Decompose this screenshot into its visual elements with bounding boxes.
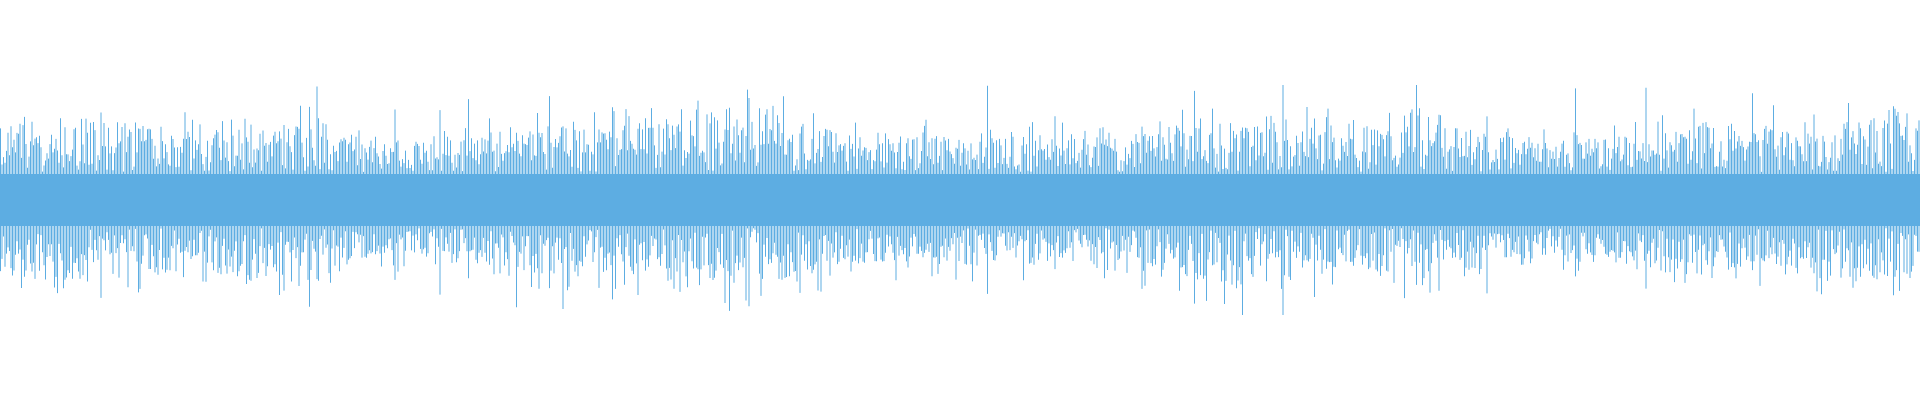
waveform-samples [0,85,1920,315]
